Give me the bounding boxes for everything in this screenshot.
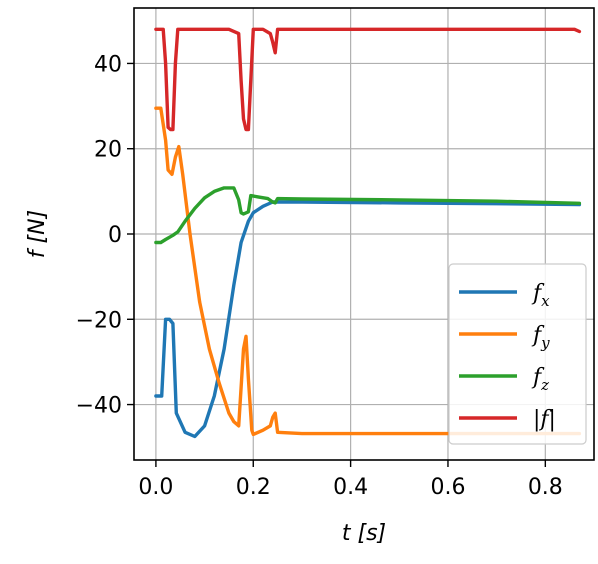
x-tick-label: 0.8 bbox=[528, 475, 563, 500]
series-line-fx bbox=[154, 200, 582, 439]
legend-label: |f| bbox=[533, 407, 556, 432]
y-tick-label: 40 bbox=[94, 52, 122, 77]
x-axis-label: t [s] bbox=[342, 521, 386, 546]
axis-ticks: 0.0 0.2 0.4 0.6 0.8 −40 −20 0 20 40 bbox=[76, 52, 563, 500]
y-tick-label: −20 bbox=[76, 308, 122, 333]
y-tick-label: 0 bbox=[108, 223, 122, 248]
x-tick-label: 0.6 bbox=[430, 475, 465, 500]
y-tick-label: 20 bbox=[94, 138, 122, 163]
series-line-fy bbox=[154, 106, 582, 437]
legend-box bbox=[448, 263, 587, 445]
series-line-f bbox=[154, 27, 582, 132]
x-tick-label: 0.2 bbox=[236, 475, 271, 500]
y-axis-label: f [N] bbox=[25, 210, 50, 258]
x-tick-label: 0.4 bbox=[333, 475, 368, 500]
plot-series bbox=[154, 27, 582, 439]
y-tick-label: −40 bbox=[76, 394, 122, 419]
series-line-fz bbox=[154, 186, 582, 245]
x-tick-label: 0.0 bbox=[138, 475, 173, 500]
